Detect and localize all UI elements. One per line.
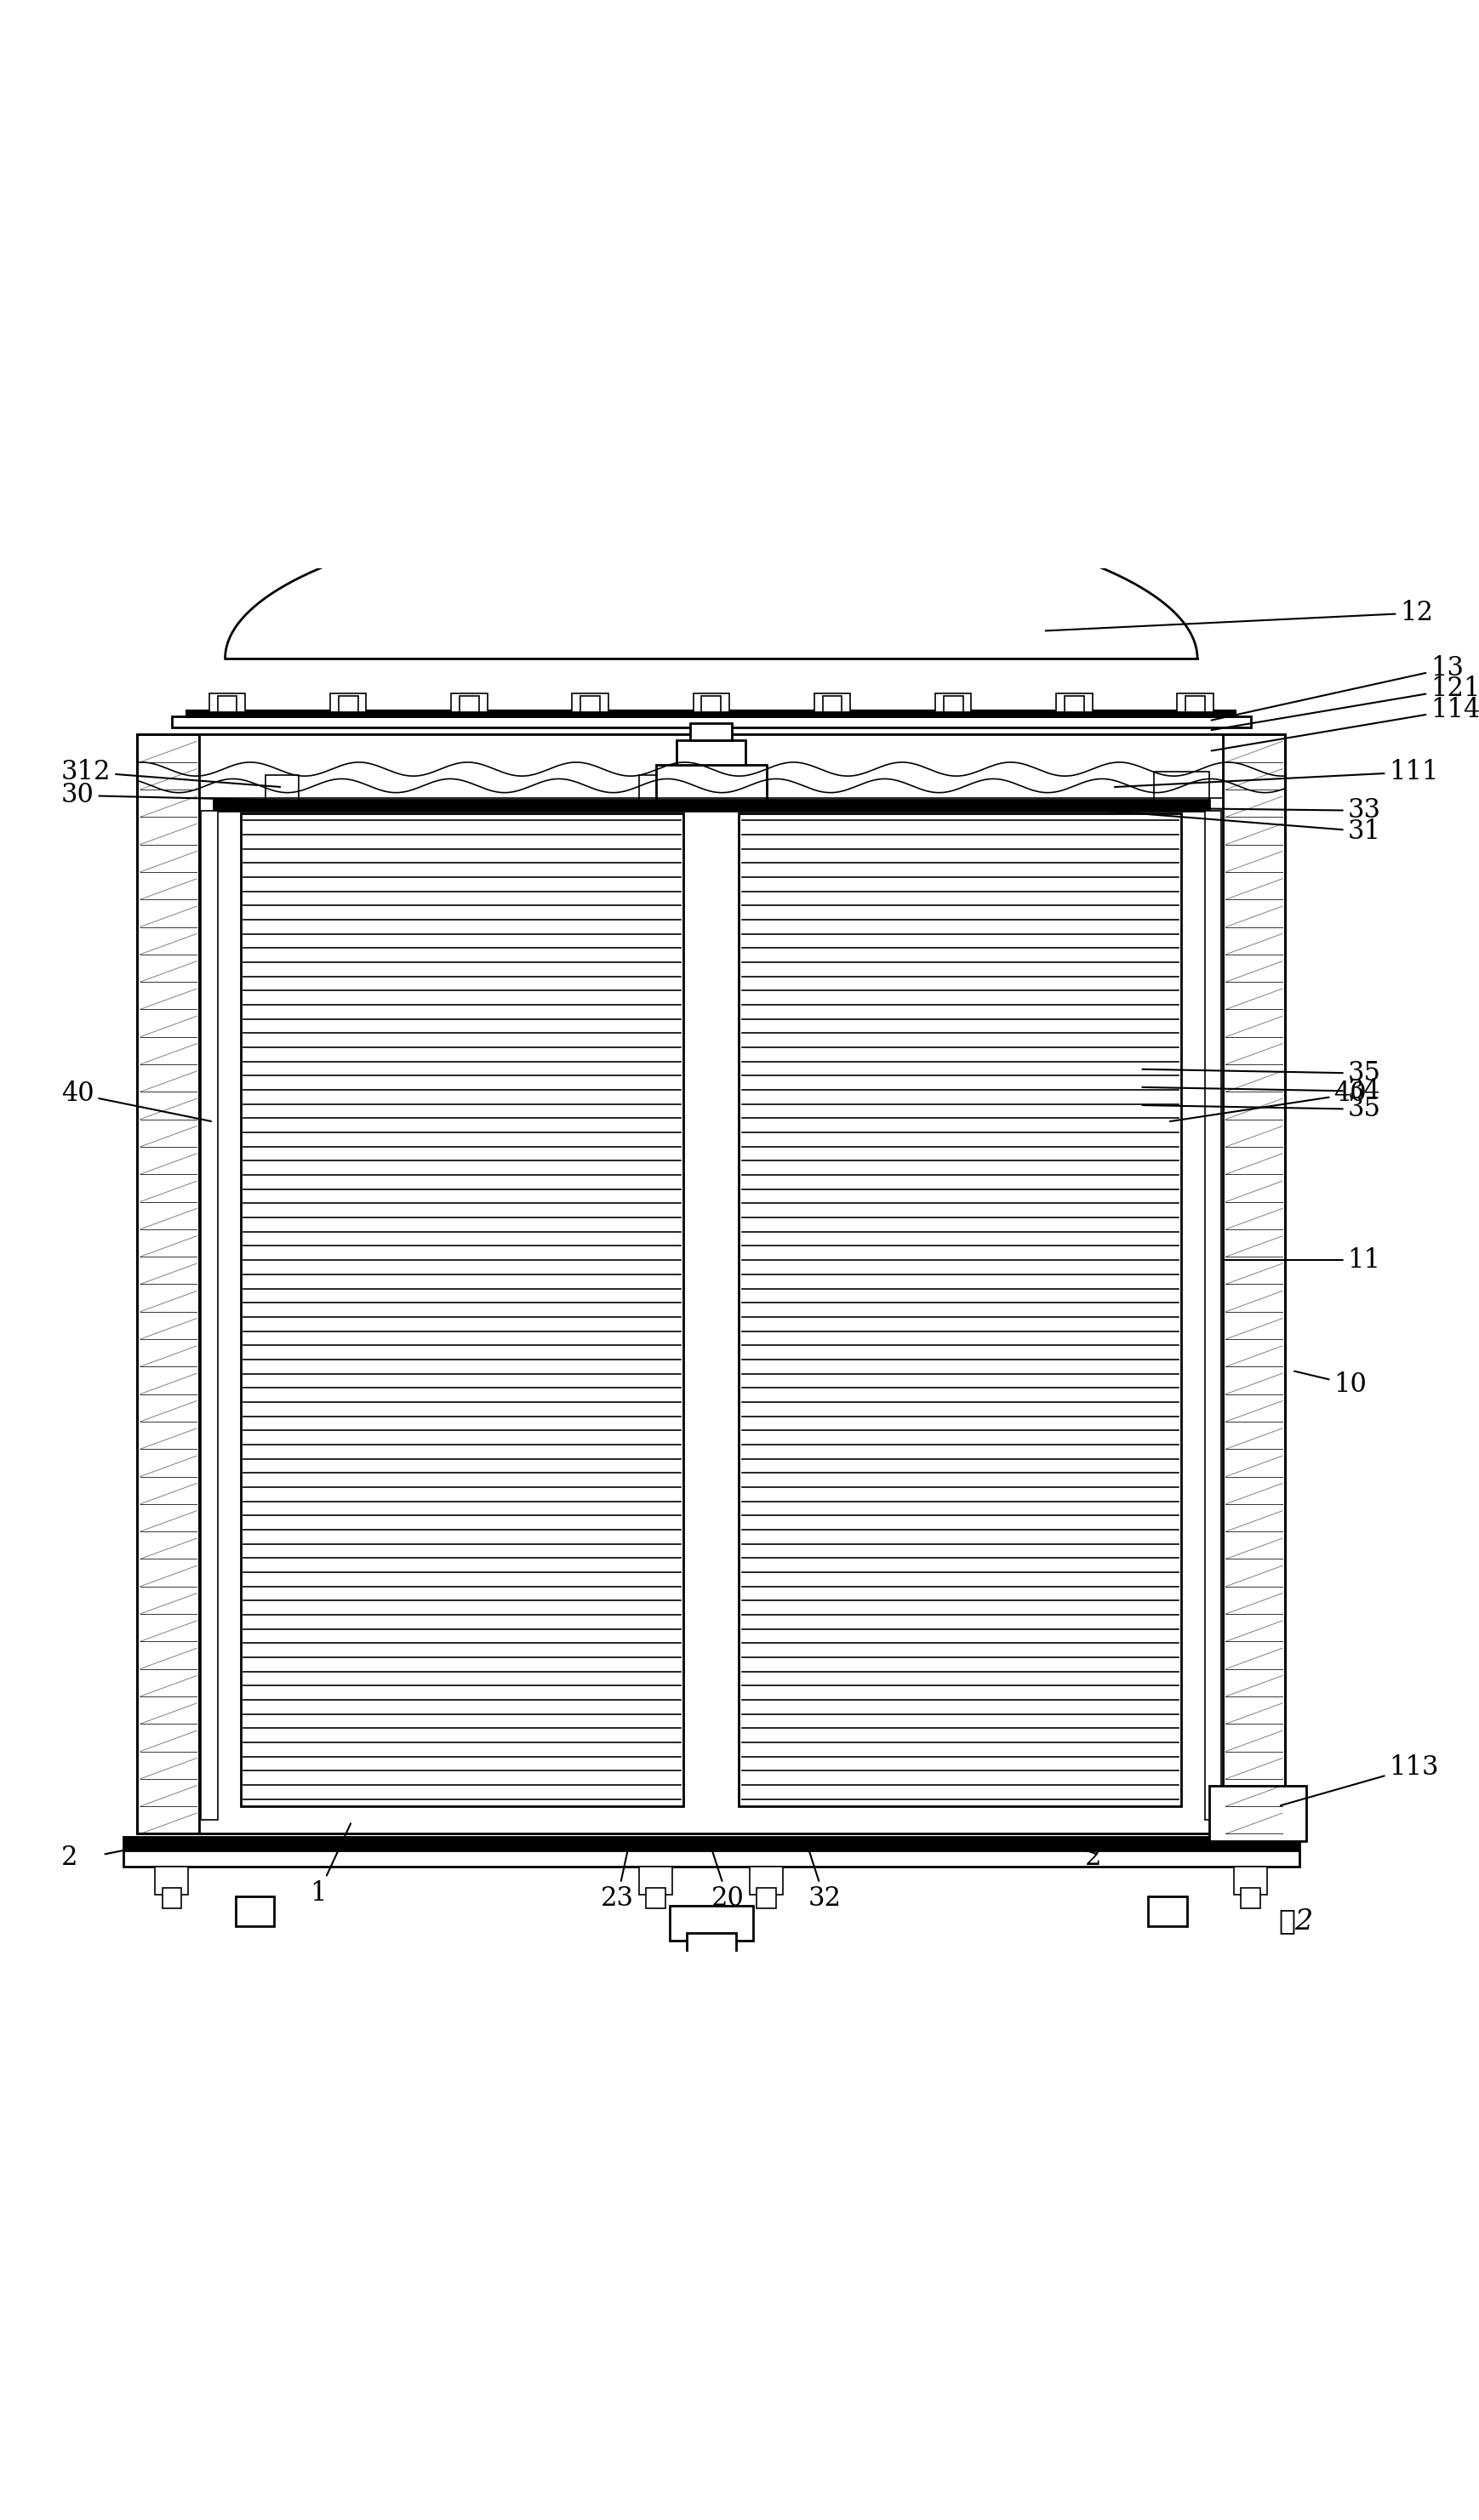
Text: 10: 10 <box>1294 1371 1367 1399</box>
Text: 13: 13 <box>1211 655 1464 721</box>
Text: 33: 33 <box>1032 796 1380 824</box>
Bar <box>456 781 484 789</box>
Bar <box>1056 693 1093 713</box>
Text: 图2: 图2 <box>1278 1908 1313 1935</box>
Bar <box>677 741 745 766</box>
Bar <box>1177 693 1213 713</box>
Bar <box>330 693 367 713</box>
Bar <box>825 753 839 784</box>
Bar <box>1186 696 1205 713</box>
Bar <box>209 693 246 713</box>
Bar <box>266 774 299 799</box>
Bar <box>639 774 673 799</box>
Bar <box>172 716 1251 728</box>
Bar <box>815 693 850 713</box>
Bar <box>691 723 732 741</box>
Bar <box>186 711 1236 718</box>
Bar <box>740 814 1182 1807</box>
Bar <box>639 1867 673 1895</box>
Text: 12: 12 <box>1046 600 1433 630</box>
Bar <box>572 693 608 713</box>
Bar <box>646 1887 666 1908</box>
Bar <box>1233 1867 1268 1895</box>
Bar <box>581 696 600 713</box>
Text: 35: 35 <box>1142 1096 1380 1121</box>
Bar <box>1189 753 1202 784</box>
Bar <box>460 696 479 713</box>
Bar <box>701 696 720 713</box>
Text: 31: 31 <box>1087 809 1380 844</box>
Bar <box>220 753 234 784</box>
Bar <box>213 781 241 789</box>
Text: 40: 40 <box>61 1081 211 1121</box>
Bar <box>686 1933 737 1976</box>
Bar <box>1182 781 1210 789</box>
Bar <box>1205 811 1222 1819</box>
Text: 40: 40 <box>1170 1081 1367 1121</box>
Text: 2: 2 <box>61 1845 78 1870</box>
Bar <box>583 753 598 784</box>
Bar <box>201 811 217 1819</box>
Bar <box>944 696 963 713</box>
Bar <box>1060 781 1089 789</box>
Bar <box>1068 753 1081 784</box>
Bar <box>451 693 487 713</box>
Text: 11: 11 <box>1225 1247 1380 1273</box>
Text: 111: 111 <box>1115 759 1439 786</box>
Bar <box>1154 771 1210 799</box>
Bar <box>818 781 846 789</box>
Bar <box>947 753 960 784</box>
Text: 20: 20 <box>711 1850 744 1913</box>
Bar <box>138 736 200 1835</box>
Text: 312: 312 <box>61 759 280 786</box>
Text: 114: 114 <box>1211 696 1479 751</box>
Text: 113: 113 <box>1281 1754 1439 1804</box>
Text: 121: 121 <box>1211 675 1479 731</box>
Bar <box>123 1837 1299 1850</box>
Bar <box>939 781 967 789</box>
Bar <box>750 1867 784 1895</box>
Text: 32: 32 <box>808 1850 842 1913</box>
Bar <box>1241 1887 1260 1908</box>
Bar <box>339 696 358 713</box>
Bar <box>138 736 1285 1835</box>
Bar <box>155 1867 188 1895</box>
Bar <box>163 1887 182 1908</box>
Bar <box>655 766 766 799</box>
Text: 35: 35 <box>1142 1061 1380 1086</box>
Bar <box>235 1895 274 1925</box>
Bar <box>757 1887 776 1908</box>
Bar <box>935 693 972 713</box>
Bar <box>822 696 842 713</box>
Bar <box>694 693 729 713</box>
Bar <box>577 781 603 789</box>
Bar <box>698 781 725 789</box>
Text: 34: 34 <box>1142 1079 1380 1104</box>
Bar <box>670 1905 753 1940</box>
Bar <box>342 753 355 784</box>
Text: 2: 2 <box>1084 1845 1102 1870</box>
Bar <box>704 753 719 784</box>
Bar <box>463 753 476 784</box>
Bar <box>1223 736 1285 1835</box>
Bar <box>1065 696 1084 713</box>
Text: 23: 23 <box>600 1850 634 1913</box>
Bar <box>123 1850 1299 1867</box>
Bar <box>1148 1895 1188 1925</box>
Bar <box>213 799 1210 811</box>
Text: 1: 1 <box>311 1824 351 1908</box>
Text: 30: 30 <box>61 781 308 809</box>
Bar <box>1210 1784 1306 1840</box>
Bar <box>200 736 1223 1835</box>
Bar <box>334 781 362 789</box>
Bar <box>241 814 683 1807</box>
Bar <box>217 696 237 713</box>
